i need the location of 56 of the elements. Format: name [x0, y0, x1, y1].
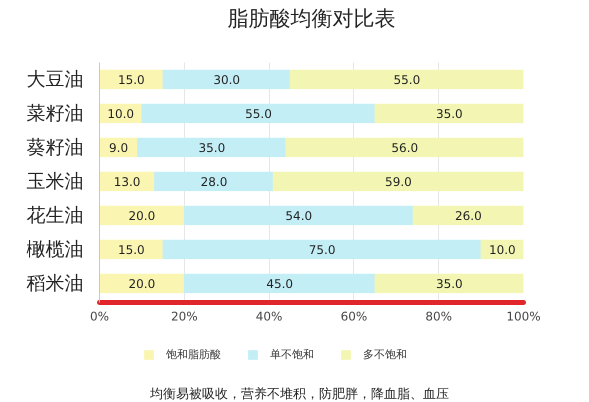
data-label: 26.0: [455, 208, 482, 223]
data-label: 15.0: [118, 72, 145, 87]
bar: [272, 172, 524, 192]
chart-title: 脂肪酸均衡对比表: [228, 6, 396, 30]
data-label: 59.0: [385, 174, 412, 189]
y-tick-label: 稻米油: [26, 272, 84, 294]
bar: [100, 70, 164, 90]
y-tick-label: 花生油: [26, 204, 84, 226]
data-label: 54.0: [285, 208, 312, 223]
data-label: 15.0: [118, 242, 145, 257]
bar: [162, 70, 291, 90]
bar: [137, 138, 287, 158]
x-tick-label: 100%: [506, 310, 541, 324]
x-tick-label: 40%: [256, 310, 282, 324]
bar: [162, 240, 482, 260]
data-label: 9.0: [109, 140, 128, 155]
data-label: 10.0: [107, 106, 134, 121]
y-tick-label: 大豆油: [26, 68, 84, 90]
x-tick-label: 0%: [90, 310, 110, 324]
bar: [286, 138, 524, 158]
x-tick-label: 20%: [170, 310, 198, 324]
bar: [412, 206, 524, 226]
x-tick-label: 80%: [425, 310, 452, 324]
data-label: 20.0: [128, 208, 156, 223]
legend-label: 多不饱和: [363, 347, 407, 362]
data-label: 30.0: [213, 72, 240, 87]
bar: [100, 274, 185, 294]
bar: [374, 104, 524, 124]
data-label: 35.0: [436, 106, 463, 121]
bar: [141, 104, 376, 124]
data-label: 56.0: [391, 140, 418, 155]
text: 均衡易被吸收，营养不堆积，防肥胖，降血脂、血压: [150, 386, 449, 402]
data-label: 35.0: [436, 276, 463, 291]
legend-label: 单不饱和: [270, 347, 314, 362]
data-label: 55.0: [245, 106, 272, 121]
y-tick-label: 橄榄油: [26, 238, 84, 260]
data-label: 10.0: [488, 242, 516, 257]
bar: [100, 172, 156, 192]
bar: [184, 206, 414, 226]
y-tick-label: 菜籽油: [26, 102, 84, 124]
bar: [184, 274, 376, 294]
bar: [100, 206, 185, 226]
data-label: 20.0: [128, 276, 156, 291]
y-tick-label: 玉米油: [26, 170, 84, 192]
bar: [374, 274, 524, 294]
data-label: 28.0: [200, 174, 228, 189]
legend-label: 饱和脂肪酸: [166, 347, 221, 362]
data-label: 45.0: [266, 276, 294, 291]
data-label: 55.0: [394, 72, 420, 87]
bar: [290, 70, 524, 90]
bar: [154, 172, 274, 192]
x-tick-label: 60%: [340, 310, 368, 324]
y-tick-label: 葵籽油: [26, 136, 84, 158]
data-label: 35.0: [198, 140, 226, 155]
data-label: 13.0: [114, 174, 140, 189]
data-label: 75.0: [308, 242, 336, 257]
